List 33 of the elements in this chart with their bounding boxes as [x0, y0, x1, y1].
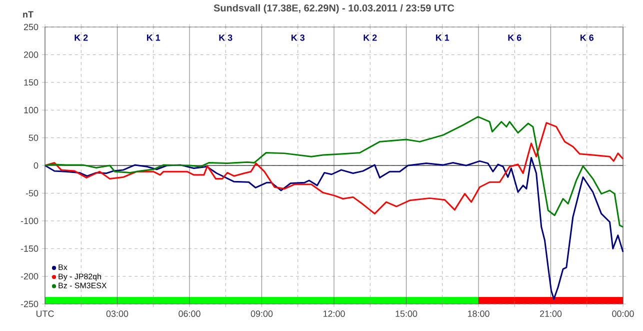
y-tick-label: 200 — [24, 52, 38, 58]
x-tick-label: 09:00 — [250, 310, 273, 317]
y-tick-label: 100 — [24, 106, 38, 114]
x-tick-label: 00:00 — [612, 310, 634, 317]
line-series — [44, 122, 624, 214]
y-tick-label: 0 — [34, 162, 38, 169]
x-tick-label: 06:00 — [178, 310, 200, 317]
x-tick-label: 18:00 — [468, 310, 490, 317]
line-series — [44, 116, 624, 228]
annotation: K 3 — [291, 34, 305, 41]
annotation: K 1 — [436, 34, 450, 41]
y-tick-label: -100 — [20, 218, 38, 224]
y-tick-label: 50 — [28, 134, 38, 141]
x-tick-label: 03:00 — [106, 310, 128, 317]
y-tick-label: -150 — [20, 245, 38, 252]
annotation: K 1 — [146, 34, 160, 41]
chart-title: Sundsvall (17.38E, 62.29N) - 10.03.2011 / 23:59 UTC — [214, 4, 454, 14]
annotation: K 2 — [364, 34, 377, 41]
annotation: K 6 — [580, 34, 594, 41]
y-axis-title: nT — [23, 11, 34, 18]
y-tick-label: 150 — [24, 79, 38, 86]
annotation: K 2 — [74, 34, 88, 41]
annotation: K 6 — [508, 34, 522, 41]
x-tick-label: 12:00 — [323, 310, 345, 317]
y-tick-label: -50 — [26, 190, 38, 196]
x-tick-label: 15:00 — [396, 310, 418, 317]
annotation: K 3 — [219, 34, 232, 41]
y-tick-label: 250 — [24, 24, 38, 30]
x-tick-label: 21:00 — [540, 310, 562, 317]
y-tick-label: -250 — [20, 300, 38, 308]
y-tick-label: -200 — [20, 273, 38, 280]
x-tick-label: UTC — [36, 310, 54, 317]
line-series — [44, 156, 624, 300]
